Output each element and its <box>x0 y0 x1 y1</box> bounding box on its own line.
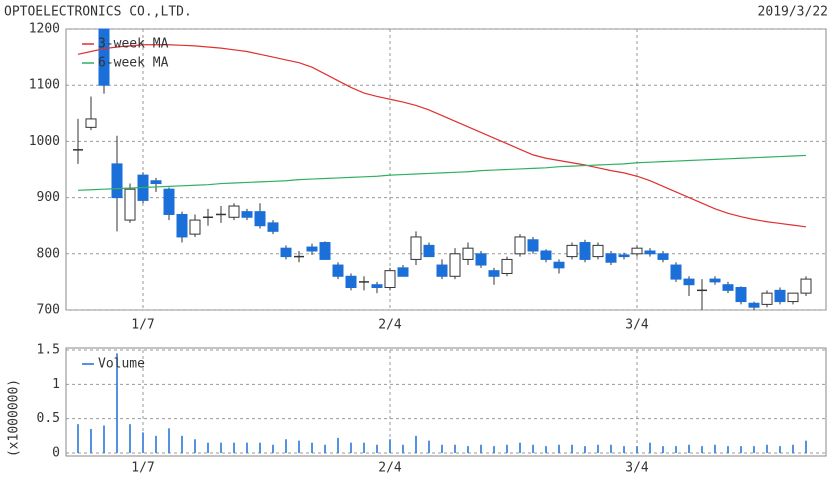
candle-body <box>748 302 760 308</box>
y-tick-label: 900 <box>37 190 60 205</box>
chart-title: OPTOELECTRONICS CO.,LTD. <box>4 5 192 20</box>
x-tick-label: 1/7 <box>131 318 154 333</box>
candle-body <box>787 292 799 303</box>
legend-label: 6-week MA <box>98 56 169 71</box>
candle-body <box>722 284 734 291</box>
candle-body <box>124 188 136 221</box>
candle-body <box>475 253 487 266</box>
candle-body <box>761 292 773 305</box>
y-tick-label: 1 <box>52 377 60 392</box>
candle-body <box>592 244 604 258</box>
candle-body <box>371 284 383 289</box>
candle-body <box>670 264 682 280</box>
x-tick-label: 1/7 <box>131 461 154 476</box>
ma-line <box>77 44 807 228</box>
y-tick-label: 1.5 <box>37 343 60 358</box>
candle-body <box>631 247 643 255</box>
candle-body <box>709 278 721 283</box>
candle-body <box>241 211 253 218</box>
candle-body <box>267 222 279 232</box>
y-tick-label: 1000 <box>29 134 60 149</box>
candle-body <box>618 254 630 258</box>
x-tick-label: 2/4 <box>378 318 402 333</box>
candle-body <box>345 275 357 289</box>
candle-body <box>657 253 669 260</box>
candle-body <box>150 180 162 185</box>
chart-date: 2019/3/22 <box>758 5 828 20</box>
x-tick-label: 2/4 <box>378 461 402 476</box>
candle-body <box>176 213 188 238</box>
volume-frame <box>65 347 827 457</box>
candle-body <box>228 205 240 218</box>
y-tick-label: 700 <box>37 303 60 318</box>
candle-body <box>462 247 474 260</box>
candle-body <box>189 219 201 235</box>
candle-body <box>280 247 292 258</box>
y-tick-label: 0.5 <box>37 411 60 426</box>
candle-body <box>514 236 526 255</box>
candle-body <box>488 270 500 277</box>
candle-body <box>449 253 461 277</box>
y-tick-label: 1100 <box>29 78 60 93</box>
candle-body <box>501 258 513 274</box>
candle-body <box>683 278 695 286</box>
candle-body <box>410 236 422 260</box>
candle-body <box>163 188 175 215</box>
candle-body <box>111 163 123 199</box>
candle-body <box>423 244 435 258</box>
candle-body <box>605 253 617 263</box>
x-tick-label: 3/4 <box>625 461 649 476</box>
candle-body <box>436 264 448 277</box>
y-axis-label: (x1000000) <box>7 379 22 457</box>
candle-body <box>306 246 318 252</box>
candle-body <box>579 242 591 260</box>
y-tick-label: 1200 <box>29 22 60 37</box>
ma-line <box>77 154 807 191</box>
candle-body <box>85 118 97 128</box>
candle-body <box>98 28 110 86</box>
candle-body <box>800 278 812 294</box>
candle-body <box>566 244 578 258</box>
legend-label: 3-week MA <box>98 37 169 52</box>
candle-body <box>540 250 552 260</box>
candle-body <box>735 287 747 303</box>
candle-body <box>774 289 786 303</box>
candle-body <box>553 261 565 269</box>
x-tick-label: 3/4 <box>625 318 649 333</box>
candle-body <box>332 264 344 277</box>
candle-body <box>254 211 266 227</box>
candle-body <box>384 270 396 289</box>
y-tick-label: 800 <box>37 246 60 261</box>
candle-body <box>319 242 331 260</box>
candle-body <box>644 250 656 255</box>
candle-body <box>397 267 409 277</box>
candle-body <box>527 239 539 252</box>
y-tick-label: 0 <box>52 446 60 461</box>
legend-label: Volume <box>98 357 145 372</box>
